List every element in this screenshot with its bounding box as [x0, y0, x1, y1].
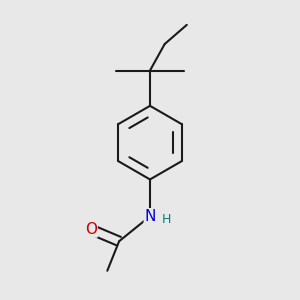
Text: O: O [85, 222, 97, 237]
Text: N: N [144, 209, 156, 224]
Text: H: H [161, 213, 171, 226]
